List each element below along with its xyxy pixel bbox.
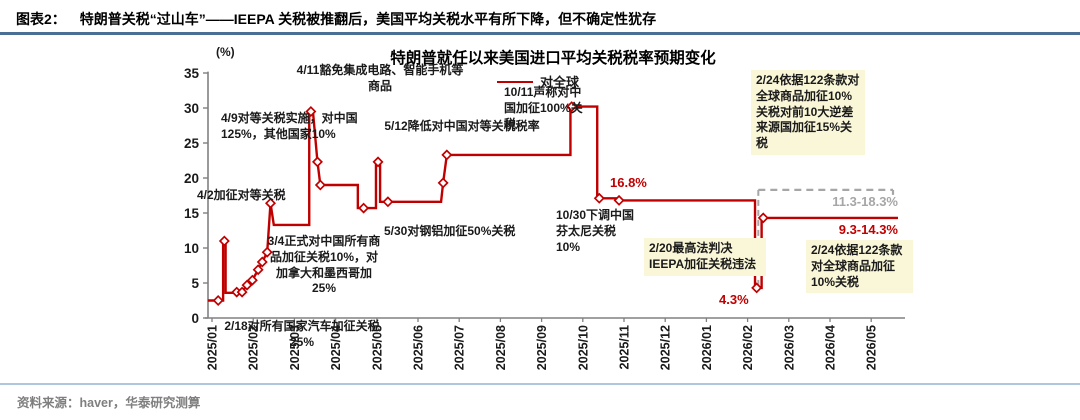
footer-rule	[0, 383, 1080, 385]
y-tick-label: 35	[184, 66, 200, 81]
y-tick-label: 30	[184, 101, 199, 116]
chart-title: 特朗普就任以来美国进口平均关税税率预期变化	[390, 50, 716, 67]
value-label-v43: 4.3%	[719, 292, 749, 307]
y-tick-label: 25	[184, 136, 200, 151]
data-point-marker	[212, 294, 224, 307]
data-point-marker	[241, 279, 253, 291]
x-tick-label: 2025/03	[288, 325, 302, 370]
value-label-v93: 9.3-14.3%	[838, 222, 898, 237]
y-tick-label: 0	[191, 311, 199, 326]
y-tick-label: 10	[184, 241, 199, 256]
annotation-a224top: 2/24依据122条款对全球商品加征10%关税对前10大逆差来源国加征15%关税	[751, 70, 865, 156]
x-tick-label: 2025/12	[659, 325, 673, 370]
x-tick-label: 2026/02	[741, 325, 755, 370]
data-point-marker	[382, 196, 394, 208]
figure-tag: 图表2：	[16, 11, 66, 27]
annotation-a530: 5/30对钢铝加征50%关税	[384, 224, 516, 238]
annotation-a49: 4/9对等关税实施，对中国125%，其他国家10%	[221, 111, 358, 141]
data-point-marker	[437, 177, 449, 189]
data-point-marker	[613, 194, 625, 206]
x-tick-label: 2025/02	[247, 325, 261, 370]
annotation-a34: 3/4正式对中国所有商品加征关税10%，对加拿大和墨西哥加25%	[267, 234, 381, 296]
figure-title: 特朗普关税“过山车”——IEEPA 关税被推翻后，美国平均关税水平有所下降，但不…	[79, 11, 657, 27]
data-point-marker	[305, 105, 317, 118]
x-tick-label: 2026/05	[865, 325, 879, 370]
x-tick-label: 2025/04	[329, 325, 343, 370]
data-point-marker	[265, 197, 277, 209]
y-tick-label: 15	[184, 206, 200, 221]
annotation-a1011: 10/11声称对中国加征100%关税	[504, 85, 583, 131]
x-tick-label: 2026/03	[782, 325, 796, 370]
x-tick-label: 2026/01	[700, 325, 714, 370]
legend-line-swatch	[497, 80, 533, 83]
figure-header: 图表2： 特朗普关税“过山车”——IEEPA 关税被推翻后，美国平均关税水平有所下…	[16, 9, 656, 29]
annotation-a224bot: 2/24依据122条款对全球商品加征10%关税	[806, 240, 913, 294]
data-point-marker	[441, 149, 453, 161]
data-point-marker	[566, 101, 578, 113]
x-tick-label: 2025/11	[618, 325, 632, 370]
legend-label: 对全球	[540, 75, 580, 90]
legend: 对全球	[497, 72, 579, 91]
data-point-marker	[757, 212, 769, 224]
x-tick-label: 2025/06	[412, 325, 426, 370]
x-tick-label: 2025/08	[494, 325, 508, 370]
data-point-marker	[593, 192, 605, 204]
x-tick-label: 2026/04	[824, 325, 838, 370]
value-label-v168: 16.8%	[610, 175, 647, 190]
data-point-marker	[372, 156, 384, 168]
y-tick-label: 5	[191, 276, 199, 291]
y-tick-label: 20	[184, 171, 199, 186]
value-label-v113: 11.3-18.3%	[832, 194, 898, 209]
annotation-a220: 2/20最高法判决IEEPA加征关税违法	[644, 238, 766, 276]
data-point-marker	[261, 246, 273, 258]
data-point-marker	[218, 235, 230, 247]
source-note: 资料来源：haver，华泰研究测算	[17, 396, 201, 410]
annotation-a42: 4/2加征对等关税	[197, 188, 286, 202]
x-tick-label: 2025/10	[576, 325, 590, 370]
x-tick-label: 2025/09	[535, 325, 549, 370]
data-point-marker	[256, 256, 268, 268]
x-tick-label: 2025/01	[206, 325, 220, 370]
x-tick-label: 2025/05	[370, 325, 384, 370]
data-point-marker	[358, 202, 370, 214]
data-point-marker	[311, 156, 323, 168]
annotation-a512: 5/12降低对中国对等关税税率	[384, 119, 540, 133]
data-point-marker	[236, 286, 248, 298]
header-rule	[0, 32, 1080, 35]
data-point-marker	[246, 274, 258, 286]
annotation-a1030: 10/30下调中国芬太尼关税10%	[556, 208, 635, 254]
data-point-marker	[751, 282, 763, 294]
annotation-a218: 2/18对所有国家汽车加征关税25%	[224, 319, 380, 349]
data-point-marker	[314, 179, 326, 191]
x-tick-label: 2025/07	[453, 325, 467, 370]
annotation-a411: 4/11豁免集成电路、智能手机等商品	[296, 63, 464, 93]
percent-unit-label: (%)	[216, 45, 235, 59]
data-point-marker	[252, 264, 264, 276]
